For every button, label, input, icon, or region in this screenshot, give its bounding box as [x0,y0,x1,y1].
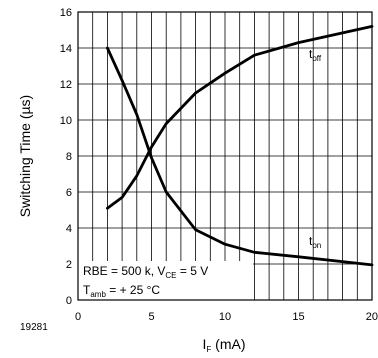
series-line-ton [106,46,374,267]
conditions-line-2: Tamb = + 25 °C [83,283,160,299]
y-axis-title: Switching Time (µs) [17,95,33,217]
y-tick-label: 16 [60,7,72,19]
y-tick-label: 10 [60,115,72,127]
y-tick-labels: 0 2 4 6 8 10 12 14 16 [60,7,72,307]
conditions-line-1: RBE = 500 k, VCE = 5 V [83,264,208,280]
series-line-toff [106,24,374,210]
figure-number: 19281 [20,322,48,333]
series-label-ton: ton [309,234,321,250]
y-tick-label: 2 [66,259,72,271]
x-tick-labels: 0 5 10 15 20 [75,311,378,323]
x-tick-label: 10 [219,311,231,323]
plot-frame [77,11,373,301]
x-tick-label: 0 [75,311,81,323]
grid-lines [78,12,372,300]
y-tick-label: 6 [66,187,72,199]
y-tick-label: 4 [66,223,72,235]
x-tick-label: 20 [366,311,378,323]
y-tick-label: 14 [60,43,72,55]
conditions-box-bg [78,261,253,300]
x-tick-label: 5 [148,311,154,323]
y-tick-label: 0 [66,295,72,307]
series-label-toff: toff [309,47,322,63]
x-axis-title: IF (mA) [203,336,246,354]
x-tick-label: 15 [292,311,304,323]
y-tick-label: 8 [66,151,72,163]
data-series [106,24,374,267]
y-tick-label: 12 [60,79,72,91]
